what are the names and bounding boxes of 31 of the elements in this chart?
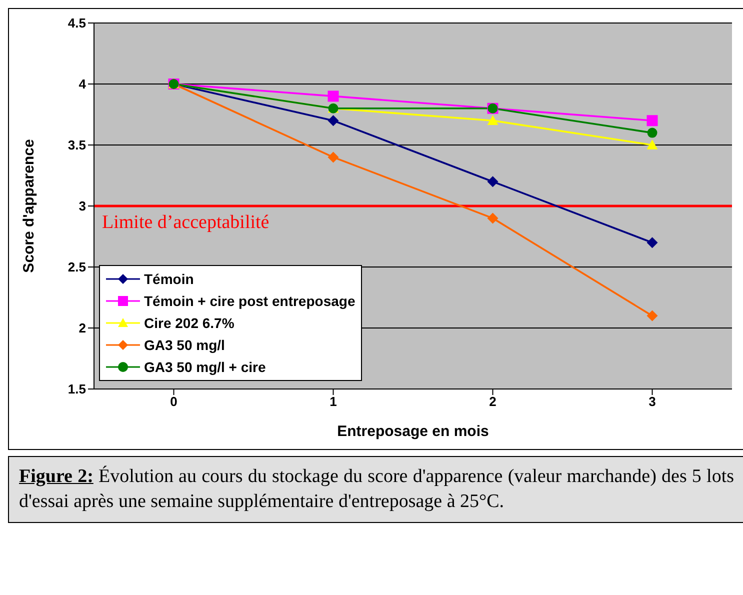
legend-label: GA3 50 mg/l + cire (144, 359, 266, 375)
y-tick-label: 4 (78, 76, 87, 92)
y-tick-label: 1.5 (68, 382, 86, 397)
caption: Figure 2: Évolution au cours du stockage du score d'apparence (valeur marchande) des 5 lots d'essai après une semaine supplémentaire d'entreposage à 25°C. (19, 465, 734, 514)
point (647, 128, 658, 138)
x-axis-title: Entreposage en mois (337, 423, 489, 440)
y-tick-label: 2 (78, 320, 86, 336)
x-tick-label: 0 (170, 394, 178, 410)
legend-label: Témoin + cire post entreposage (144, 293, 356, 309)
x-tick-label: 1 (330, 394, 337, 410)
point (646, 310, 658, 322)
point (328, 115, 339, 126)
point (487, 115, 498, 125)
x-tick-label: 3 (648, 394, 656, 410)
y-axis-title: Score d'apparence (20, 139, 38, 273)
y-tick-label: 2.5 (68, 260, 86, 275)
y-tick-label: 4.5 (68, 16, 86, 31)
point (328, 90, 339, 102)
legend-label: GA3 50 mg/l (144, 337, 225, 353)
point (487, 176, 498, 188)
point (646, 115, 658, 126)
y-tick-label: 3.5 (68, 138, 86, 153)
ref-line-label: Limite d’acceptabilité (102, 212, 270, 233)
legend-label: Cire 202 6.7% (144, 315, 234, 331)
point (328, 152, 339, 163)
point (487, 212, 498, 224)
point (646, 237, 658, 248)
x-tick-label: 2 (489, 394, 496, 410)
legend-label: Témoin (144, 271, 194, 287)
point (646, 140, 658, 150)
y-tick-label: 3 (78, 198, 86, 214)
